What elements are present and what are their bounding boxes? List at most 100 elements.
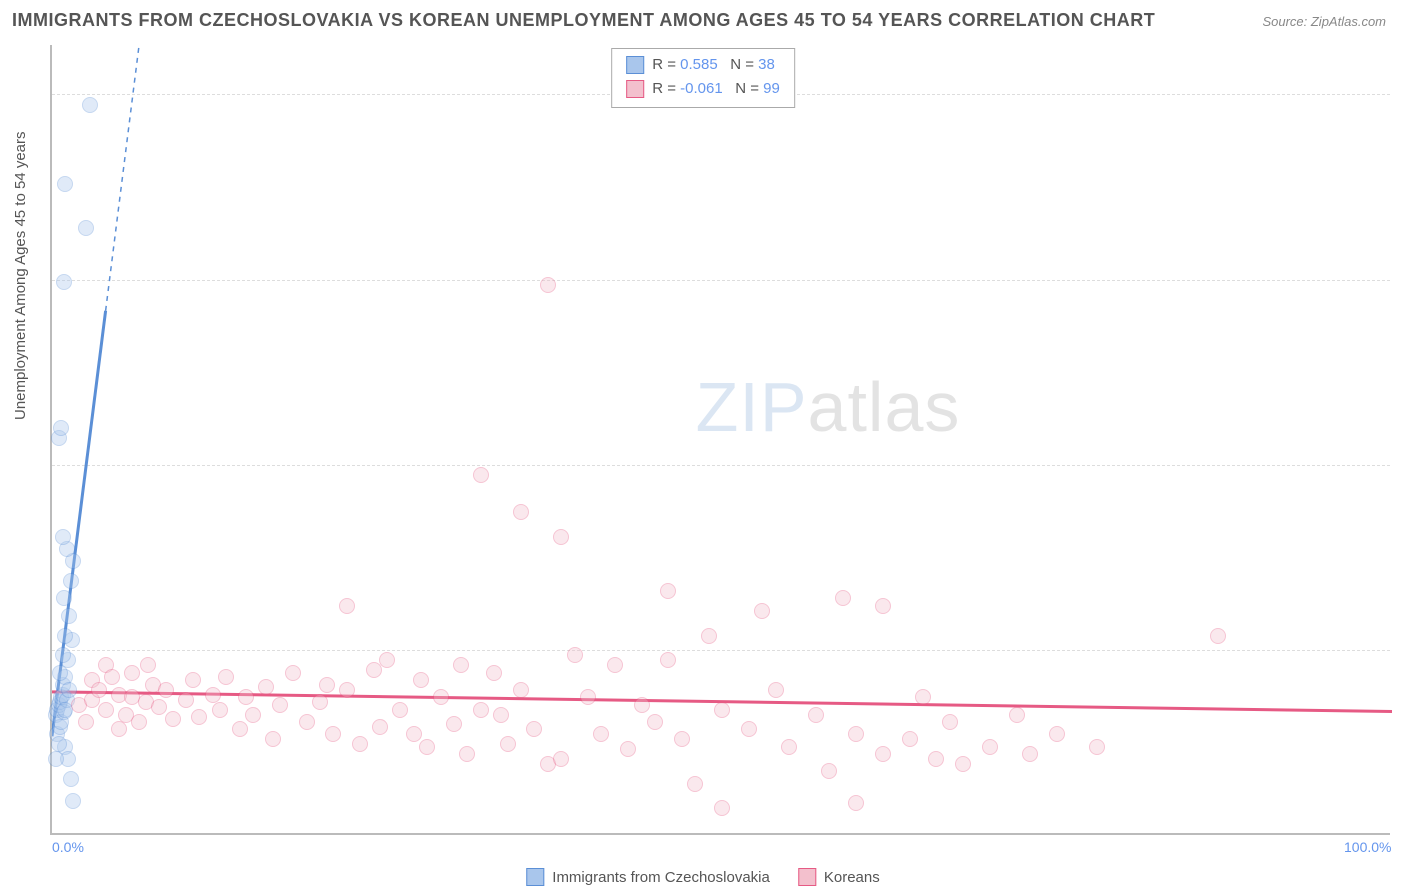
data-point: [674, 731, 690, 747]
data-point: [91, 682, 107, 698]
data-point: [835, 590, 851, 606]
data-point: [513, 682, 529, 698]
data-point: [151, 699, 167, 715]
data-point: [232, 721, 248, 737]
bottom-legend: Immigrants from Czechoslovakia Koreans: [520, 868, 885, 886]
gridline: [52, 280, 1390, 281]
data-point: [433, 689, 449, 705]
x-tick-label: 0.0%: [52, 839, 84, 855]
data-point: [366, 662, 382, 678]
data-point: [1089, 739, 1105, 755]
data-point: [714, 702, 730, 718]
stats-text: R = 0.585 N = 38: [652, 53, 775, 77]
data-point: [634, 697, 650, 713]
gridline: [52, 465, 1390, 466]
data-point: [473, 467, 489, 483]
data-point: [808, 707, 824, 723]
data-point: [473, 702, 489, 718]
data-point: [1210, 628, 1226, 644]
data-point: [781, 739, 797, 755]
stats-row: R = -0.061 N = 99: [626, 77, 780, 101]
data-point: [768, 682, 784, 698]
data-point: [419, 739, 435, 755]
data-point: [714, 800, 730, 816]
data-point: [205, 687, 221, 703]
data-point: [124, 665, 140, 681]
y-tick-label: 22.5%: [1398, 272, 1406, 288]
legend-label: Koreans: [824, 869, 880, 886]
legend-label: Immigrants from Czechoslovakia: [552, 869, 770, 886]
y-tick-label: 15.0%: [1398, 457, 1406, 473]
data-point: [57, 628, 73, 644]
data-point: [339, 598, 355, 614]
series-swatch: [626, 56, 644, 74]
data-point: [848, 795, 864, 811]
data-point: [1009, 707, 1025, 723]
data-point: [902, 731, 918, 747]
data-point: [493, 707, 509, 723]
data-point: [567, 647, 583, 663]
data-point: [942, 714, 958, 730]
data-point: [848, 726, 864, 742]
y-tick-label: 7.5%: [1398, 642, 1406, 658]
data-point: [372, 719, 388, 735]
data-point: [593, 726, 609, 742]
data-point: [65, 793, 81, 809]
data-point: [56, 274, 72, 290]
data-point: [265, 731, 281, 747]
legend-item: Immigrants from Czechoslovakia: [526, 868, 770, 886]
data-point: [459, 746, 475, 762]
data-point: [78, 220, 94, 236]
data-point: [104, 669, 120, 685]
watermark: ZIPatlas: [696, 367, 961, 447]
data-point: [131, 714, 147, 730]
x-tick-label: 100.0%: [1344, 839, 1391, 855]
y-axis-label: Unemployment Among Ages 45 to 54 years: [12, 131, 29, 420]
series-swatch: [626, 80, 644, 98]
data-point: [55, 529, 71, 545]
data-point: [48, 751, 64, 767]
data-point: [647, 714, 663, 730]
data-point: [1022, 746, 1038, 762]
data-point: [701, 628, 717, 644]
plot-area: ZIPatlas 7.5%15.0%22.5%30.0%0.0%100.0%: [50, 45, 1390, 835]
data-point: [82, 97, 98, 113]
data-point: [78, 714, 94, 730]
data-point: [392, 702, 408, 718]
data-point: [52, 665, 68, 681]
watermark-thin: atlas: [808, 368, 961, 446]
data-point: [741, 721, 757, 737]
data-point: [875, 746, 891, 762]
gridline: [52, 650, 1390, 651]
data-point: [928, 751, 944, 767]
data-point: [158, 682, 174, 698]
data-point: [245, 707, 261, 723]
data-point: [111, 721, 127, 737]
data-point: [61, 682, 77, 698]
data-point: [413, 672, 429, 688]
chart-title: IMMIGRANTS FROM CZECHOSLOVAKIA VS KOREAN…: [12, 10, 1155, 31]
data-point: [379, 652, 395, 668]
data-point: [63, 573, 79, 589]
data-point: [258, 679, 274, 695]
data-point: [165, 711, 181, 727]
data-point: [660, 652, 676, 668]
data-point: [486, 665, 502, 681]
data-point: [185, 672, 201, 688]
data-point: [446, 716, 462, 732]
stats-legend-box: R = 0.585 N = 38R = -0.061 N = 99: [611, 48, 795, 108]
data-point: [821, 763, 837, 779]
data-point: [238, 689, 254, 705]
data-point: [140, 657, 156, 673]
data-point: [178, 692, 194, 708]
y-tick-label: 30.0%: [1398, 86, 1406, 102]
legend-swatch: [798, 868, 816, 886]
data-point: [580, 689, 596, 705]
data-point: [272, 697, 288, 713]
data-point: [63, 771, 79, 787]
data-point: [540, 277, 556, 293]
source-label: Source: ZipAtlas.com: [1262, 14, 1386, 29]
data-point: [319, 677, 335, 693]
legend-item: Koreans: [798, 868, 880, 886]
data-point: [553, 529, 569, 545]
